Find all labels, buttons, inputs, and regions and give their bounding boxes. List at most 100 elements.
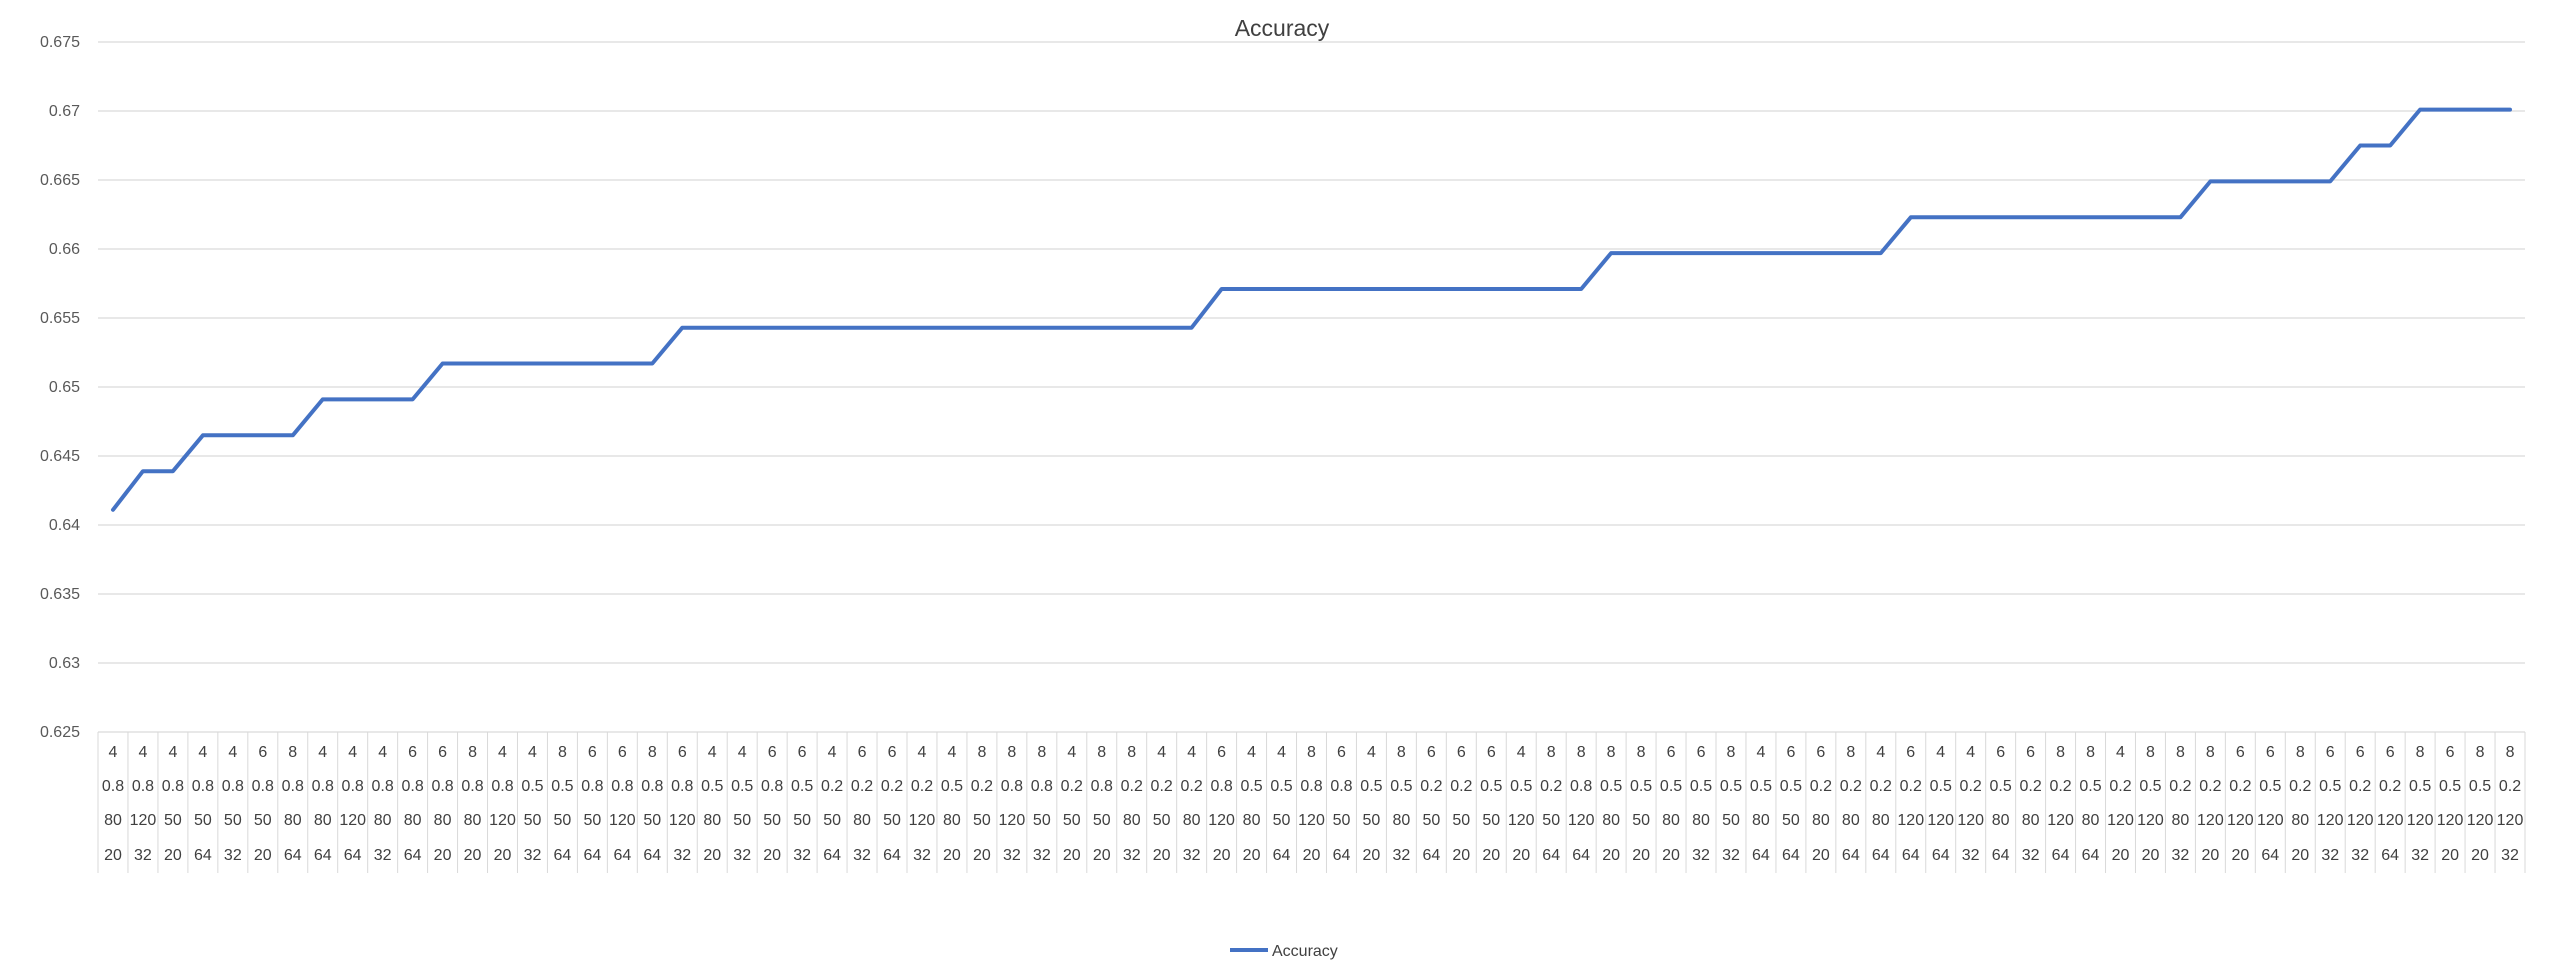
data-point	[2509, 109, 2511, 111]
category-label: 6	[1337, 744, 1346, 761]
data-point	[1490, 288, 1492, 290]
category-label: 50	[1542, 812, 1560, 829]
y-tick-label: 0.66	[49, 241, 80, 258]
data-point	[1730, 252, 1732, 254]
category-label: 80	[464, 812, 482, 829]
data-point	[322, 398, 324, 400]
category-label: 20	[2231, 847, 2249, 864]
y-axis-tick-labels: 0.625 0.63 0.635 0.64 0.645 0.65 0.655 0.66 0.66…	[40, 34, 80, 741]
category-label: 64	[2381, 847, 2399, 864]
category-label: 80	[374, 812, 392, 829]
category-label: 20	[434, 847, 452, 864]
data-point	[1580, 288, 1582, 290]
category-label: 4	[228, 744, 237, 761]
data-point	[172, 470, 174, 472]
data-point	[1340, 288, 1342, 290]
category-label: 20	[1303, 847, 1321, 864]
data-point	[2090, 216, 2092, 218]
category-label: 0.5	[941, 778, 963, 795]
data-point	[412, 398, 414, 400]
data-point	[2000, 216, 2002, 218]
category-label: 80	[2291, 812, 2309, 829]
category-label: 8	[1007, 744, 1016, 761]
data-point	[531, 363, 533, 365]
data-point	[771, 327, 773, 329]
category-label: 64	[2082, 847, 2100, 864]
category-label: 120	[339, 812, 366, 829]
category-label: 6	[618, 744, 627, 761]
category-label: 120	[130, 812, 157, 829]
category-label: 4	[1277, 744, 1286, 761]
category-label: 0.5	[521, 778, 543, 795]
category-label: 120	[2257, 812, 2284, 829]
category-label: 50	[1063, 812, 1081, 829]
category-label: 8	[2086, 744, 2095, 761]
category-label: 4	[348, 744, 357, 761]
category-label: 32	[1183, 847, 1201, 864]
category-label: 64	[284, 847, 302, 864]
data-point	[651, 363, 653, 365]
category-label: 0.8	[491, 778, 513, 795]
category-label: 8	[648, 744, 657, 761]
category-label: 0.5	[2439, 778, 2461, 795]
series-layer	[111, 107, 2512, 512]
category-label: 80	[1243, 812, 1261, 829]
y-tick-label: 0.65	[49, 379, 80, 396]
category-label: 4	[1187, 744, 1196, 761]
data-point	[861, 327, 863, 329]
category-label: 32	[2022, 847, 2040, 864]
category-label: 4	[318, 744, 327, 761]
data-point	[2269, 180, 2271, 182]
data-point	[262, 434, 264, 436]
category-label: 4	[1756, 744, 1765, 761]
category-label: 64	[554, 847, 572, 864]
category-label: 0.5	[1780, 778, 1802, 795]
data-point	[1820, 252, 1822, 254]
data-point	[202, 434, 204, 436]
category-label: 80	[1872, 812, 1890, 829]
category-label: 0.8	[1330, 778, 1352, 795]
category-label: 50	[733, 812, 751, 829]
category-label: 20	[1482, 847, 1500, 864]
category-label: 0.2	[2229, 778, 2251, 795]
category-label: 0.8	[761, 778, 783, 795]
category-label: 4	[1966, 744, 1975, 761]
category-label: 0.2	[1061, 778, 1083, 795]
category-label: 0.8	[461, 778, 483, 795]
category-label: 20	[104, 847, 122, 864]
category-label: 6	[258, 744, 267, 761]
category-label: 120	[1957, 812, 1984, 829]
category-label: 0.5	[731, 778, 753, 795]
category-label: 64	[1902, 847, 1920, 864]
category-label: 6	[588, 744, 597, 761]
data-point	[352, 398, 354, 400]
category-label: 64	[1992, 847, 2010, 864]
data-point	[591, 363, 593, 365]
data-point	[1760, 252, 1762, 254]
category-label: 0.2	[1181, 778, 1203, 795]
data-point	[1940, 216, 1942, 218]
y-tick-label: 0.665	[40, 172, 80, 189]
data-point	[1790, 252, 1792, 254]
category-label: 0.8	[641, 778, 663, 795]
data-point	[442, 363, 444, 365]
category-label: 6	[858, 744, 867, 761]
category-label: 80	[1123, 812, 1141, 829]
category-label: 8	[2506, 744, 2515, 761]
category-label: 4	[528, 744, 537, 761]
category-label: 20	[1063, 847, 1081, 864]
category-label: 20	[2441, 847, 2459, 864]
category-label: 80	[1992, 812, 2010, 829]
category-label: 0.2	[971, 778, 993, 795]
category-label: 4	[828, 744, 837, 761]
category-label: 50	[1452, 812, 1470, 829]
category-label: 50	[194, 812, 212, 829]
category-label: 20	[464, 847, 482, 864]
category-label: 120	[2437, 812, 2464, 829]
data-point	[741, 327, 743, 329]
category-label: 0.2	[2289, 778, 2311, 795]
category-label: 20	[943, 847, 961, 864]
category-label: 0.5	[1660, 778, 1682, 795]
data-point	[831, 327, 833, 329]
category-label: 8	[2416, 744, 2425, 761]
